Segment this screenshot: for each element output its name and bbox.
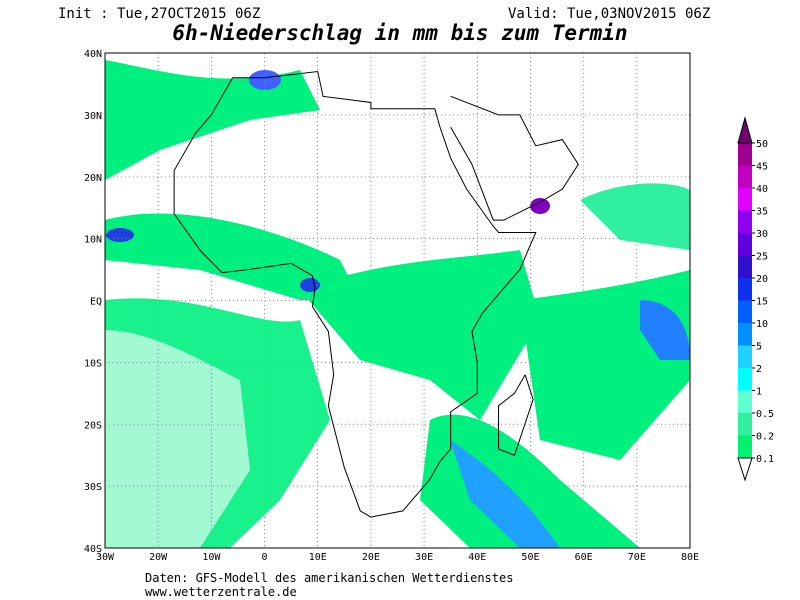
coastline — [173, 71, 537, 518]
heavy-rain-cell — [300, 278, 320, 292]
legend-swatch — [738, 413, 752, 436]
legend-label: 40 — [756, 184, 768, 195]
legend-swatch — [738, 368, 752, 391]
legend-swatch — [738, 345, 752, 368]
rain-area — [300, 250, 540, 420]
lon-label: 50E — [521, 552, 539, 563]
legend-arrow-bottom — [737, 457, 753, 482]
lat-label: 10N — [84, 235, 102, 246]
rain-area — [580, 183, 690, 250]
lon-label: 40E — [468, 552, 486, 563]
precipitation-field — [105, 60, 690, 548]
legend-label: 0.2 — [756, 432, 774, 443]
legend-swatch — [738, 323, 752, 346]
legend-label: 35 — [756, 207, 768, 218]
legend-swatch — [738, 255, 752, 278]
lat-label: 10S — [84, 358, 102, 369]
graticule — [105, 53, 690, 548]
legend-arrow-top — [737, 116, 753, 144]
lat-label: 40N — [84, 49, 102, 60]
heavy-rain-cell — [106, 228, 134, 242]
dry-area — [105, 330, 250, 548]
legend-swatch — [738, 165, 752, 188]
lon-label: 30W — [96, 552, 115, 563]
legend-swatch — [738, 143, 752, 166]
coastline — [498, 374, 534, 456]
legend-label: 5 — [756, 342, 762, 353]
legend-swatch — [738, 435, 752, 458]
valid-time: Valid: Tue,03NOV2015 06Z — [508, 6, 710, 22]
lat-label: 40S — [84, 544, 102, 555]
legend-swatch — [738, 233, 752, 256]
legend-swatch — [738, 390, 752, 413]
init-time: Init : Tue,27OCT2015 06Z — [58, 6, 260, 22]
lat-label: EQ — [90, 297, 102, 308]
legend-label: 10 — [756, 319, 768, 330]
legend-swatch — [738, 278, 752, 301]
legend-label: 0.1 — [756, 454, 774, 465]
legend-label: 30 — [756, 229, 768, 240]
rain-area — [105, 60, 320, 180]
rain-area — [105, 213, 360, 300]
lat-label: 30N — [84, 111, 102, 122]
lat-label: 20N — [84, 173, 102, 184]
data-source: Daten: GFS-Modell des amerikanischen Wet… — [145, 571, 513, 585]
lon-label: 20W — [149, 552, 168, 563]
legend-label: 50 — [756, 139, 768, 150]
rain-area — [520, 270, 690, 460]
coastline — [450, 95, 579, 221]
legend-label: 25 — [756, 252, 768, 263]
legend-label: 20 — [756, 274, 768, 285]
lon-label: 30E — [415, 552, 433, 563]
map-frame — [104, 52, 691, 549]
legend-swatch — [738, 210, 752, 233]
lon-label: 60E — [575, 552, 593, 563]
legend-label: 2 — [756, 364, 762, 375]
lon-label: 70E — [628, 552, 646, 563]
lon-label: 0 — [262, 552, 268, 563]
lon-label: 10W — [202, 552, 221, 563]
lat-label: 20S — [84, 420, 102, 431]
lat-label: 30S — [84, 482, 102, 493]
map-title: 6h-Niederschlag in mm bis zum Termin — [172, 21, 627, 45]
website: www.wetterzentrale.de — [145, 585, 297, 599]
lon-label: 80E — [681, 552, 699, 563]
legend-label: 45 — [756, 162, 768, 173]
heavy-rain-area — [640, 300, 690, 360]
heavy-rain-cell — [249, 70, 281, 90]
lon-label: 10E — [309, 552, 327, 563]
legend-label: 0.5 — [756, 409, 774, 420]
coastlines — [173, 71, 579, 518]
legend-label: 1 — [756, 387, 762, 398]
heavy-rain-cell — [530, 198, 550, 214]
legend-swatch — [738, 188, 752, 211]
lon-label: 20E — [362, 552, 380, 563]
heavy-rain-area — [450, 440, 560, 548]
legend-swatch — [738, 300, 752, 323]
legend-label: 15 — [756, 297, 768, 308]
